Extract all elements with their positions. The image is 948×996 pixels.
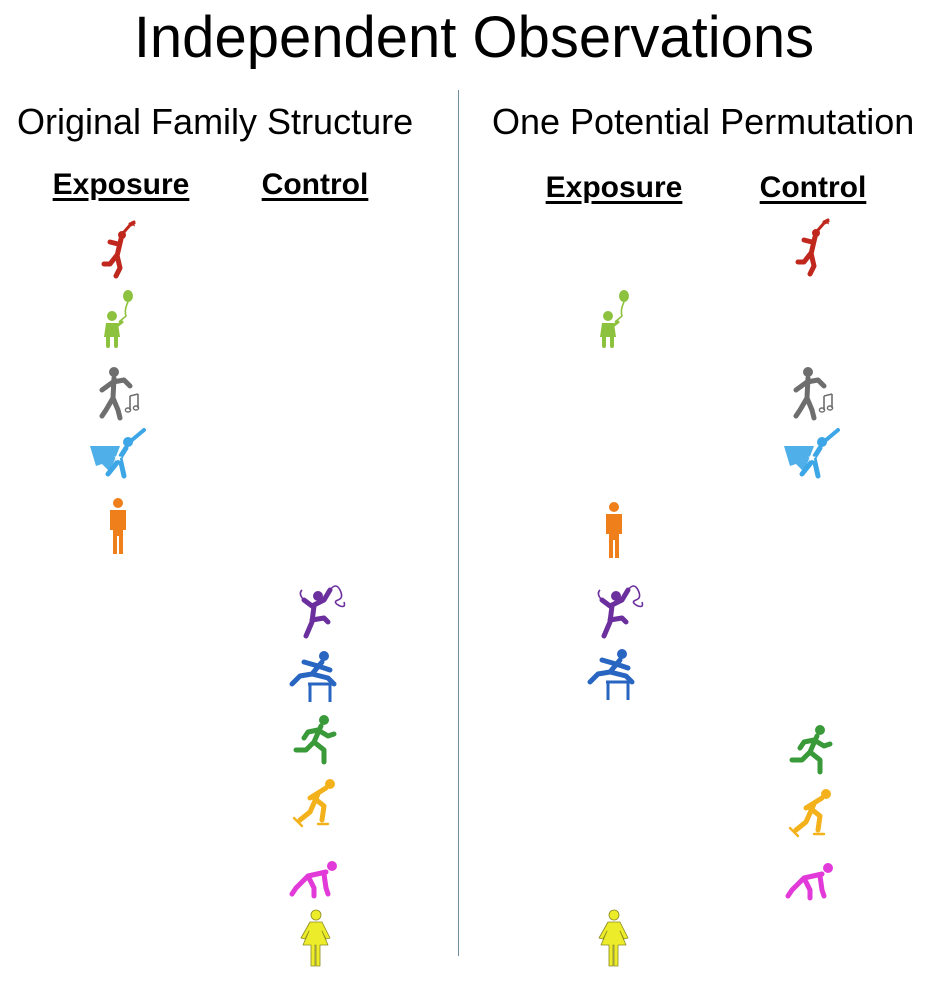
- runner-icon: [284, 708, 348, 772]
- original-control-header: Control: [261, 168, 369, 201]
- jumping-star-person-icon: [780, 218, 844, 282]
- panel-divider: [458, 90, 459, 956]
- ribbon-gymnast-icon: [582, 580, 646, 644]
- hurdler-icon: [284, 644, 348, 708]
- superhero-flying-icon: [780, 422, 844, 486]
- jumping-star-person-icon: [86, 220, 150, 284]
- dancing-music-person-icon: [86, 360, 150, 424]
- standing-woman-icon: [582, 906, 646, 970]
- child-balloon-icon: [86, 286, 150, 350]
- standing-man-icon: [86, 494, 150, 558]
- permutation-control-header: Control: [759, 171, 867, 204]
- standing-woman-icon: [284, 906, 348, 970]
- panel-title-permutation: One Potential Permutation: [492, 101, 915, 142]
- panel-title-original: Original Family Structure: [17, 101, 414, 142]
- original-exposure-header: Exposure: [52, 168, 190, 201]
- dancing-music-person-icon: [780, 360, 844, 424]
- sprinter-start-icon: [780, 850, 844, 914]
- runner-icon: [780, 718, 844, 782]
- speed-skater-icon: [284, 772, 348, 836]
- hurdler-icon: [582, 642, 646, 706]
- speed-skater-icon: [780, 782, 844, 846]
- ribbon-gymnast-icon: [284, 580, 348, 644]
- superhero-flying-icon: [86, 422, 150, 486]
- sprinter-start-icon: [284, 848, 348, 912]
- page-title: Independent Observations: [133, 5, 815, 70]
- standing-man-icon: [582, 498, 646, 562]
- permutation-exposure-header: Exposure: [545, 171, 683, 204]
- child-balloon-icon: [582, 286, 646, 350]
